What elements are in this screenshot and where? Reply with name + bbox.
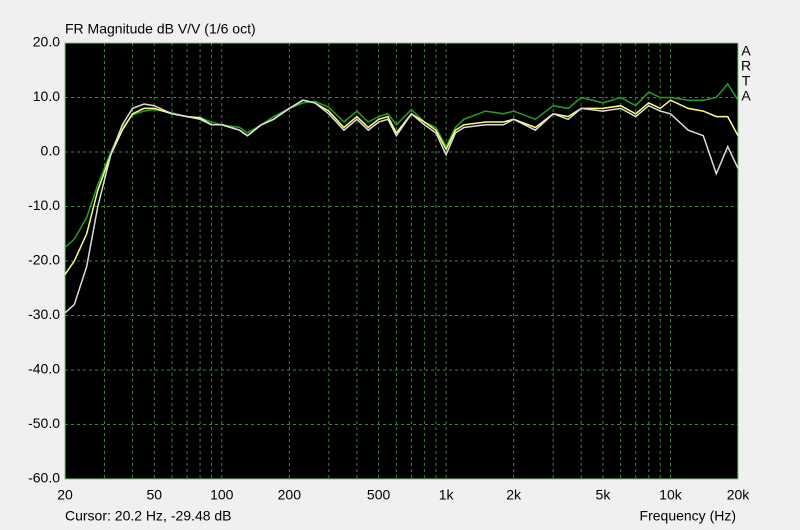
x-tick-label: 5k xyxy=(596,487,612,503)
x-tick-label: 20k xyxy=(727,487,751,503)
x-tick-label: 50 xyxy=(146,487,162,503)
plot-border xyxy=(64,42,739,480)
y-tick-label: -50.0 xyxy=(28,415,60,431)
series-line xyxy=(64,99,739,276)
x-tick-label: 2k xyxy=(506,487,522,503)
x-tick-label: 500 xyxy=(367,487,391,503)
y-tick-label: 10.0 xyxy=(33,88,60,104)
x-tick-label: 200 xyxy=(278,487,302,503)
cursor-readout: Cursor: 20.2 Hz, -29.48 dB xyxy=(65,508,232,524)
y-tick-label: -30.0 xyxy=(28,306,60,322)
x-tick-label: 10k xyxy=(659,487,683,503)
x-tick-label: 20 xyxy=(57,487,73,503)
series-line xyxy=(64,99,739,314)
logo-letter: T xyxy=(742,73,751,89)
logo-letter: A xyxy=(741,88,751,104)
y-tick-label: -10.0 xyxy=(28,197,60,213)
chart-title: FR Magnitude dB V/V (1/6 oct) xyxy=(65,21,256,37)
x-axis-label: Frequency (Hz) xyxy=(640,508,736,524)
y-tick-label: 0.0 xyxy=(41,143,61,159)
y-tick-label: -60.0 xyxy=(28,470,60,486)
x-tick-label: 100 xyxy=(210,487,234,503)
y-tick-label: -20.0 xyxy=(28,252,60,268)
x-tick-label: 1k xyxy=(439,487,455,503)
logo-letter: A xyxy=(741,43,751,59)
logo-letter: R xyxy=(741,58,751,74)
y-tick-label: 20.0 xyxy=(33,34,60,50)
y-tick-label: -40.0 xyxy=(28,361,60,377)
